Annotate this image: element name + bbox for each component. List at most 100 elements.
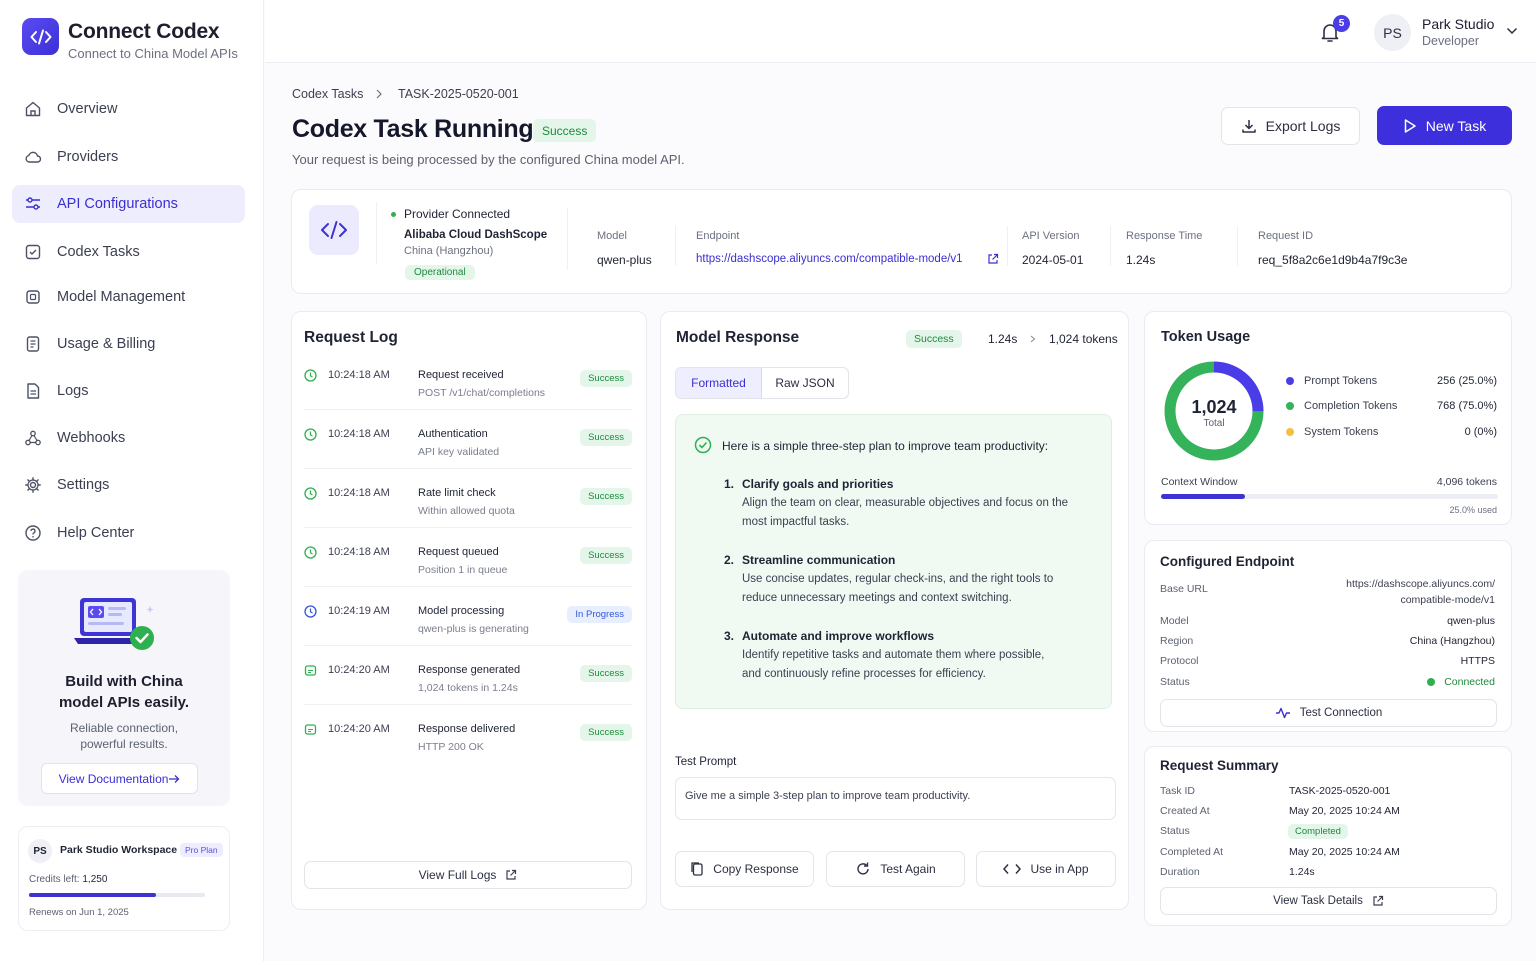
sidebar-item-usage-billing[interactable]: Usage & Billing [12, 325, 245, 363]
test-connection-button[interactable]: Test Connection [1160, 699, 1497, 727]
step-description: Use concise updates, regular check-ins, … [742, 573, 1054, 585]
context-used: 25.0% used [1449, 505, 1497, 515]
tab-raw-json[interactable]: Raw JSON [775, 376, 835, 390]
sidebar-item-label: Providers [57, 149, 119, 165]
divider [304, 409, 632, 410]
workspace-name: Park Studio Workspace [60, 844, 178, 856]
step-title: Streamline communication [742, 553, 896, 567]
divider [304, 527, 632, 528]
base-url-label: Base URL [1160, 583, 1208, 595]
credits-progress-fill [29, 893, 156, 897]
test-again-label: Test Again [880, 862, 936, 876]
step-title: Automate and improve workflows [742, 629, 935, 643]
field-label: API Version [1022, 230, 1080, 242]
step-title: Clarify goals and priorities [742, 477, 894, 491]
view-task-details-button[interactable]: View Task Details [1160, 887, 1497, 915]
message-icon [304, 664, 317, 677]
brand-subtitle: Connect to China Model APIs [68, 46, 238, 61]
breadcrumb-parent[interactable]: Codex Tasks [292, 87, 364, 101]
sidebar: Connect Codex Connect to China Model API… [0, 0, 264, 961]
chevron-right-icon [375, 89, 383, 99]
field-label: Model [597, 230, 627, 242]
download-icon [1241, 118, 1257, 134]
endpoint-title: Configured Endpoint [1160, 554, 1295, 569]
code-brackets-icon [1003, 863, 1022, 875]
connected-dot-icon [1427, 678, 1435, 686]
sidebar-item-help-center[interactable]: Help Center [12, 514, 245, 552]
sidebar-item-label: Help Center [57, 525, 135, 541]
sidebar-item-model-management[interactable]: Model Management [12, 278, 245, 316]
new-task-button[interactable]: New Task [1377, 106, 1512, 145]
endpoint-row-label: Region [1160, 635, 1194, 647]
credits-label: Credits left: 1,250 [29, 874, 108, 885]
copy-response-button[interactable]: Copy Response [675, 851, 814, 887]
view-full-logs-button[interactable]: View Full Logs [304, 861, 632, 889]
base-url-line1: https://dashscope.aliyuncs.com/ [1346, 578, 1495, 590]
cpu-icon [23, 287, 43, 307]
summary-label: Duration [1160, 866, 1200, 878]
code-icon [309, 205, 359, 255]
test-prompt-field[interactable]: Give me a simple 3-step plan to improve … [675, 777, 1116, 820]
document-icon [23, 381, 43, 401]
response-tabs: Formatted Raw JSON [675, 367, 849, 399]
summary-value: May 20, 2025 10:24 AM [1289, 805, 1400, 817]
summary-value: May 20, 2025 10:24 AM [1289, 846, 1400, 858]
clock-icon [304, 487, 317, 500]
sidebar-item-label: Logs [57, 383, 89, 399]
context-progress [1161, 494, 1498, 499]
credits-progress [29, 893, 205, 897]
endpoint-row-label: Protocol [1160, 655, 1199, 667]
play-icon [1403, 118, 1417, 134]
model-value: qwen-plus [597, 253, 652, 267]
sidebar-item-providers[interactable]: Providers [12, 138, 245, 176]
log-status-badge: Success [580, 429, 632, 446]
new-task-label: New Task [1425, 117, 1487, 134]
legend-label: Prompt Tokens [1304, 375, 1378, 387]
sidebar-item-overview[interactable]: Overview [12, 90, 245, 128]
endpoint-link[interactable]: https://dashscope.aliyuncs.com/compatibl… [696, 253, 963, 265]
sidebar-item-logs[interactable]: Logs [12, 372, 245, 410]
receipt-icon [23, 334, 43, 354]
legend-dot-system [1286, 428, 1294, 436]
clock-icon [304, 369, 317, 382]
sidebar-item-label: Usage & Billing [57, 336, 156, 352]
step-description: and continuously refine processes for ef… [742, 668, 986, 680]
sidebar-item-webhooks[interactable]: Webhooks [12, 419, 245, 457]
sidebar-item-settings[interactable]: Settings [12, 466, 245, 504]
refresh-icon [855, 861, 871, 877]
bell-icon[interactable] [1318, 20, 1342, 44]
brand-title: Connect Codex [68, 20, 220, 43]
top-bar [265, 0, 1536, 63]
user-name[interactable]: Park Studio [1422, 16, 1495, 32]
test-again-button[interactable]: Test Again [826, 851, 965, 887]
tab-formatted[interactable]: Formatted [676, 368, 762, 398]
log-entry: 10:24:18 AM Request received POST /v1/chat… [292, 367, 648, 417]
renews-text: Renews on Jun 1, 2025 [29, 907, 129, 918]
context-window-label: Context Window [1161, 476, 1238, 488]
api-version-value: 2024-05-01 [1022, 253, 1084, 267]
sidebar-item-codex-tasks[interactable]: Codex Tasks [12, 233, 245, 271]
export-logs-button[interactable]: Export Logs [1221, 107, 1360, 145]
log-subtitle: qwen-plus is generating [418, 623, 529, 635]
step-description: most impactful tasks. [742, 516, 850, 528]
user-avatar[interactable]: PS [1374, 14, 1411, 51]
endpoint-row-label: Status [1160, 676, 1190, 688]
check-circle-icon [694, 436, 712, 454]
view-documentation-label: View Documentation [58, 771, 169, 786]
view-documentation-button[interactable]: View Documentation [41, 763, 198, 794]
workspace-card[interactable]: PS Park Studio Workspace Pro Plan Credit… [18, 826, 230, 931]
legend-dot-completion [1286, 402, 1294, 410]
chevron-down-icon[interactable] [1506, 27, 1518, 35]
external-link-icon[interactable] [987, 253, 999, 265]
chevron-right-icon [1030, 335, 1036, 343]
sidebar-item-api-configurations[interactable]: API Configurations [12, 185, 245, 223]
check-square-icon [23, 242, 43, 262]
sidebar-item-label: Codex Tasks [57, 244, 140, 260]
step-description: Align the team on clear, measurable obje… [742, 497, 1069, 509]
log-time: 10:24:18 AM [328, 369, 390, 381]
configured-endpoint-card: Configured Endpoint Base URL https://das… [1144, 540, 1512, 732]
endpoint-row-value: qwen-plus [1447, 615, 1495, 627]
donut-segment-prompt [1164, 361, 1264, 461]
log-subtitle: 1,024 tokens in 1.24s [418, 682, 518, 694]
use-in-app-button[interactable]: Use in App [976, 851, 1116, 887]
